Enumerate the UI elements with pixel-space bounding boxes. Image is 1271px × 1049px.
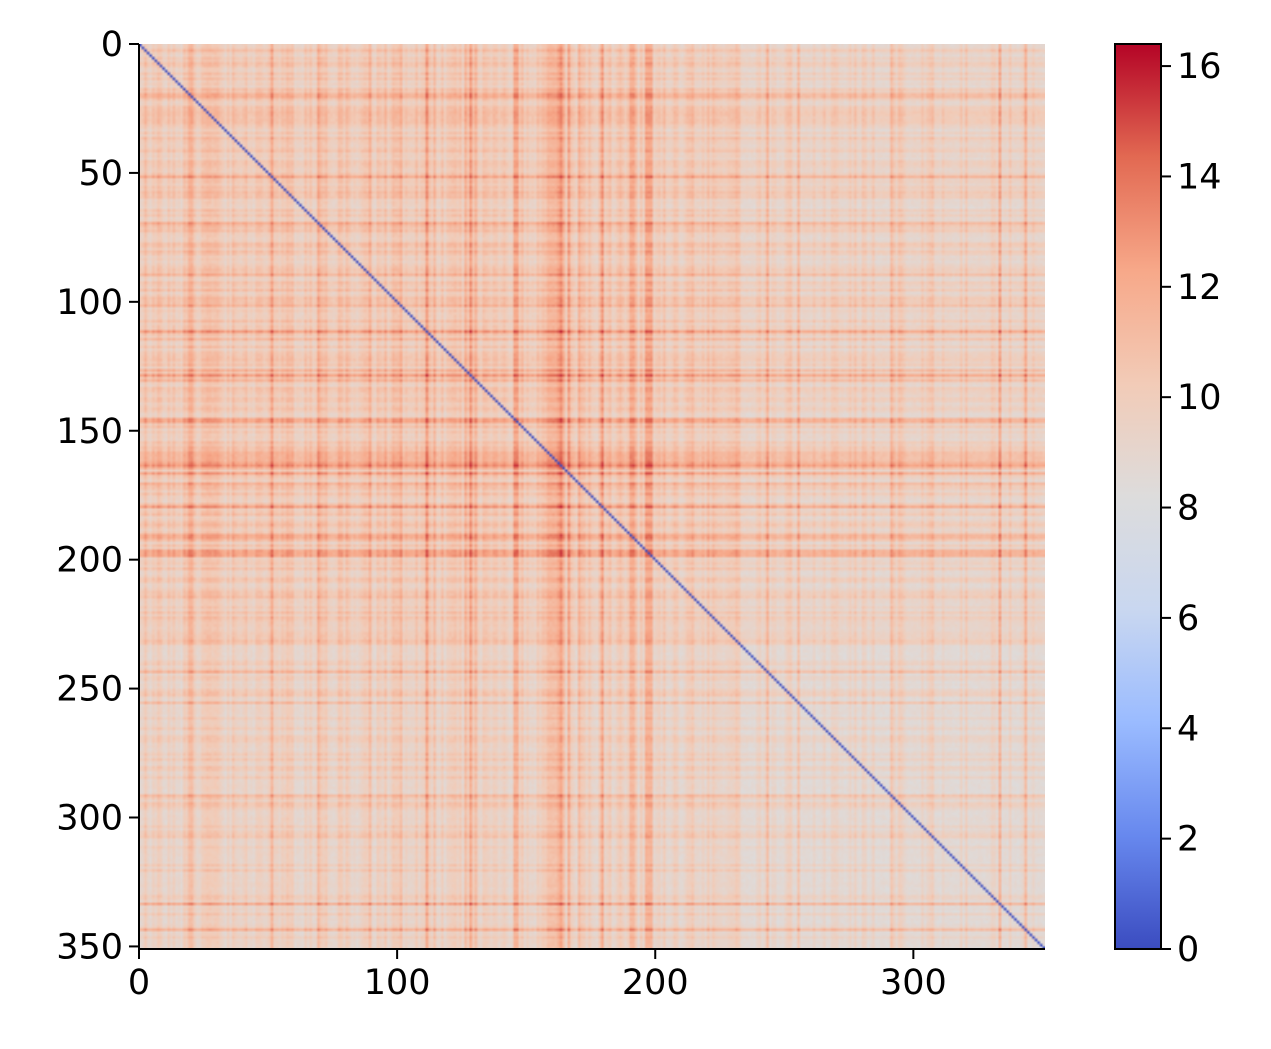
colorbar-tick-label: 6 bbox=[1177, 599, 1199, 639]
colorbar-tick-label: 8 bbox=[1177, 489, 1199, 529]
y-tick-label: 350 bbox=[56, 927, 123, 967]
colorbar-tick-label: 14 bbox=[1177, 157, 1222, 197]
x-tick-label: 100 bbox=[364, 963, 431, 1003]
x-tick-label: 300 bbox=[880, 963, 947, 1003]
y-tick-label: 300 bbox=[56, 799, 123, 839]
colorbar-ticks: 0 2 4 6 8 10 12 14 16 bbox=[1161, 47, 1222, 970]
colorbar-tick-label: 12 bbox=[1177, 268, 1222, 308]
y-tick-label: 0 bbox=[101, 25, 123, 65]
x-tick-label: 200 bbox=[622, 963, 689, 1003]
axes-spines bbox=[138, 44, 1045, 950]
y-tick-label: 250 bbox=[56, 670, 123, 710]
colorbar-tick-label: 16 bbox=[1177, 47, 1222, 87]
y-tick-label: 100 bbox=[56, 283, 123, 323]
colorbar bbox=[1114, 43, 1162, 950]
x-tick-label: 0 bbox=[128, 963, 150, 1003]
y-tick-label: 200 bbox=[56, 541, 123, 581]
colorbar-tick-label: 10 bbox=[1177, 378, 1222, 418]
colorbar-tick-label: 0 bbox=[1177, 930, 1199, 970]
heatmap-cells bbox=[139, 44, 1045, 949]
y-axis-ticks: 0 50 100 150 200 250 300 350 bbox=[56, 25, 139, 967]
colorbar-tick-label: 4 bbox=[1177, 709, 1199, 749]
x-axis-ticks: 0 100 200 300 bbox=[128, 949, 947, 1003]
colorbar-tick-label: 2 bbox=[1177, 820, 1199, 860]
y-tick-label: 150 bbox=[56, 412, 123, 452]
y-tick-label: 50 bbox=[78, 154, 123, 194]
